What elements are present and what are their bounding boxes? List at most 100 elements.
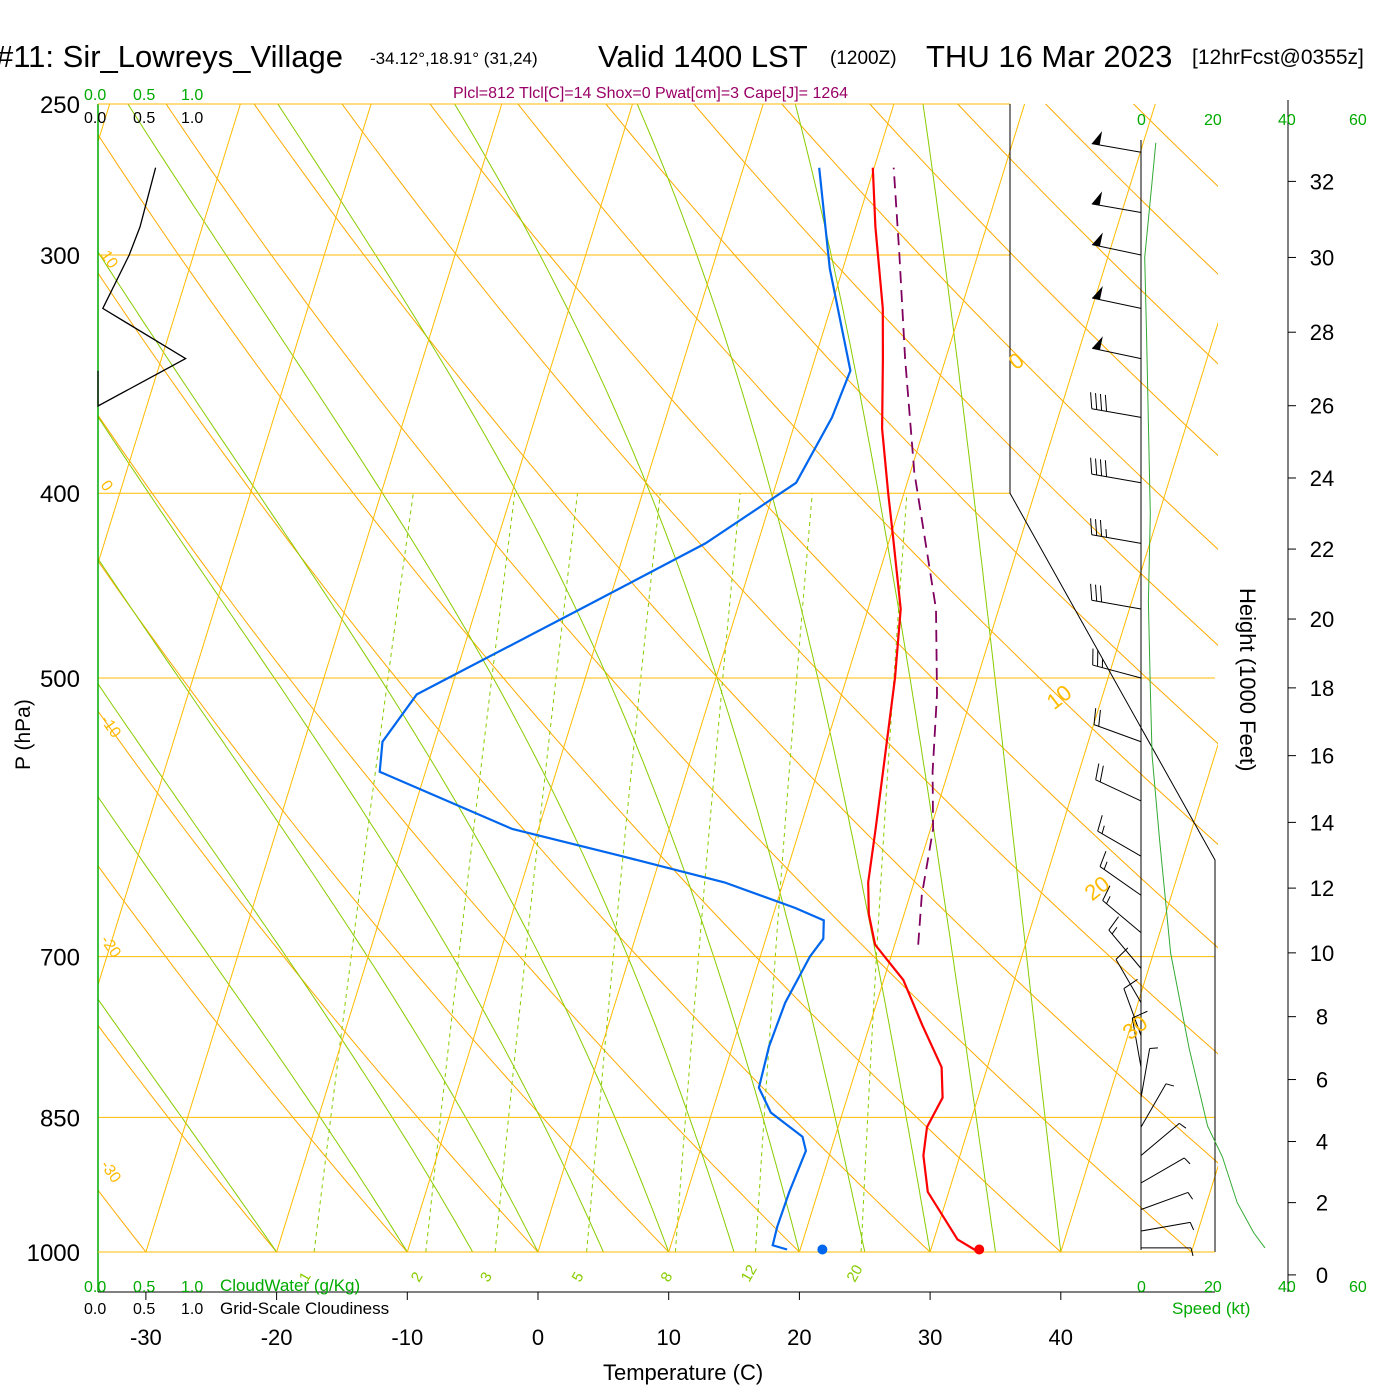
barb-feather	[1095, 519, 1098, 536]
mixing-ratio-lines	[313, 493, 908, 1252]
adiabat-label: 0	[97, 478, 116, 495]
cloud-scale-bottom-0: 0.0	[84, 1279, 106, 1296]
height-tick-label: 30	[1310, 245, 1334, 270]
height-tick-label: 18	[1310, 676, 1334, 701]
barb-feather	[1095, 763, 1100, 780]
barb-feather	[1099, 765, 1104, 782]
x-axis-title: Temperature (C)	[603, 1360, 763, 1385]
speed-scale-bottom-3: 60	[1349, 1279, 1367, 1296]
speed-scale-top-0: 0	[1137, 112, 1146, 129]
dry-adiabat	[605, 104, 1218, 745]
right-boundary	[1009, 104, 1216, 1252]
temperature-line	[867, 167, 980, 1253]
barb-feather	[1099, 585, 1103, 603]
mixing-ratio-line	[425, 493, 516, 1252]
wind-barb	[1141, 1247, 1194, 1256]
cloudiness-scale-bottom-0: 0.0	[84, 1301, 106, 1318]
speed-scale-bottom-0: 0	[1137, 1279, 1146, 1296]
cloudiness-scale-bottom-2: 1.0	[181, 1301, 203, 1318]
barb-feather	[1115, 947, 1129, 960]
dry-adiabat	[165, 104, 1193, 1252]
wind-barb	[1091, 286, 1142, 309]
temp-tick-label: 30	[918, 1325, 942, 1350]
adiabat-label: -30	[97, 1158, 124, 1187]
barb-half-feather	[1183, 1157, 1191, 1165]
cloud-scale-bottom-2: 1.0	[181, 1279, 203, 1296]
wind-barb	[1090, 518, 1142, 544]
height-tick-label: 8	[1316, 1005, 1328, 1030]
barb-pennant	[1092, 286, 1103, 300]
barb-staff	[1091, 143, 1142, 153]
height-tick-label: 2	[1316, 1191, 1328, 1216]
mixing-ratio-label: 12	[738, 1262, 761, 1285]
dry-adiabat	[98, 272, 931, 1252]
height-tick-label: 10	[1310, 941, 1334, 966]
height-tick-label: 22	[1310, 537, 1334, 562]
barb-half-feather	[1111, 926, 1118, 935]
forecast-hour: [12hrFcst@0355z]	[1192, 46, 1364, 69]
cloudiness-scale-bottom-1: 0.5	[133, 1301, 155, 1318]
wind-barb	[1140, 1157, 1191, 1184]
mixing-ratio-label: 2	[408, 1269, 427, 1285]
speed-scale-bottom-1: 20	[1204, 1279, 1222, 1296]
mixing-ratio-line	[494, 493, 578, 1252]
moist-adiabat	[636, 104, 931, 1252]
wind-barb	[1140, 1122, 1187, 1156]
barb-feather	[1093, 708, 1097, 725]
isotherm	[668, 104, 1026, 1252]
isotherm	[98, 104, 241, 565]
height-tick-label: 12	[1310, 876, 1334, 901]
barb-staff	[1093, 724, 1142, 743]
moist-adiabat	[794, 104, 997, 1252]
barb-half-feather	[1103, 861, 1108, 870]
wind-barb	[1115, 947, 1142, 1003]
barb-staff	[1108, 929, 1142, 969]
cloud-scale-bottom-1: 0.5	[133, 1279, 155, 1296]
barb-feather	[1102, 885, 1111, 901]
wind-barb	[1091, 336, 1142, 360]
barb-staff	[1115, 959, 1142, 1003]
barb-staff	[1102, 900, 1142, 934]
speed-scale-top-3: 60	[1349, 112, 1367, 129]
barb-feather	[1090, 457, 1093, 475]
wind-barb	[1140, 1083, 1175, 1128]
wind-barb	[1097, 815, 1142, 857]
forecast-date: THU 16 Mar 2023	[926, 39, 1172, 74]
height-tick-label: 16	[1310, 744, 1334, 769]
sounding-series	[378, 167, 985, 1255]
dry-adiabat	[98, 414, 801, 1252]
barb-feather	[1095, 584, 1098, 602]
temp-tick-label: -10	[391, 1325, 423, 1350]
dry-adiabat	[253, 104, 1218, 1164]
dry-adiabat	[693, 104, 1218, 646]
pressure-tick-label: 850	[40, 1105, 80, 1132]
mixing-ratio-label: 8	[658, 1269, 677, 1285]
wind-barb	[1091, 232, 1142, 256]
isotherm	[798, 104, 1156, 1252]
dry-adiabat	[98, 560, 670, 1252]
wind-barb	[1108, 916, 1142, 969]
dry-adiabat	[98, 710, 539, 1252]
barb-feather	[1095, 458, 1098, 476]
barb-staff	[1091, 297, 1142, 309]
valid-time: Valid 1400 LST	[598, 39, 808, 74]
barb-staff	[1091, 203, 1142, 213]
isotherm	[145, 104, 503, 1252]
wind-barb	[1140, 1221, 1195, 1232]
moist-adiabat	[98, 998, 278, 1252]
cloud-scale-top-0: 0.0	[84, 87, 106, 104]
wind-barb	[1090, 583, 1142, 610]
barb-feather	[1108, 916, 1119, 931]
mixing-ratio-label: 3	[477, 1269, 496, 1285]
isotherm-label: 0	[1004, 347, 1029, 374]
surface-dewpoint-point	[817, 1244, 828, 1255]
wind-barb	[1131, 1010, 1148, 1068]
barb-staff	[1140, 1157, 1185, 1184]
dry-adiabat	[98, 1189, 147, 1252]
y-axis-title: P (hPa)	[12, 699, 35, 770]
moist-adiabat	[98, 795, 408, 1252]
isotherm-label: 30	[1118, 1010, 1153, 1045]
pressure-tick-label: 500	[40, 666, 80, 693]
wind-barb	[1123, 978, 1142, 1036]
